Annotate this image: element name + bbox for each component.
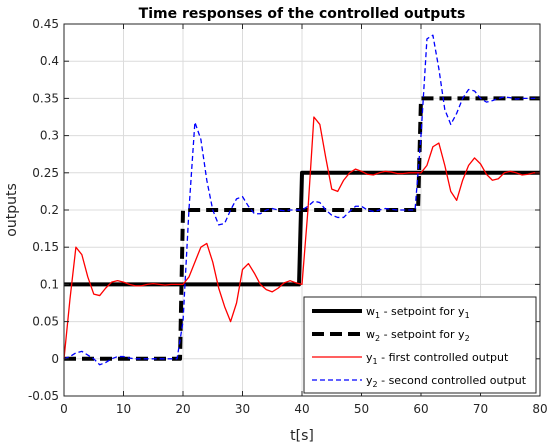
legend-label-2: w2 - setpoint for y2 — [366, 328, 470, 343]
y-tick-label: 0.1 — [40, 277, 59, 291]
x-tick-label: 50 — [354, 402, 369, 416]
legend-text-part: y — [366, 351, 373, 364]
y-axis-label: outputs — [4, 183, 20, 236]
legend-subscript: 1 — [465, 311, 470, 320]
x-tick-label: 60 — [413, 402, 428, 416]
x-tick-label: 80 — [532, 402, 547, 416]
legend-text-part: - first controlled output — [378, 351, 509, 364]
legend-text-part: - second controlled output — [378, 374, 527, 387]
legend-text-part: y — [366, 374, 373, 387]
legend-label-1: w1 - setpoint for y1 — [366, 305, 470, 320]
y-tick-label: 0.3 — [40, 129, 59, 143]
y-tick-label: 0.15 — [32, 240, 59, 254]
series-line-4 — [63, 34, 540, 366]
legend-subscript: 1 — [373, 357, 378, 366]
legend-text-part: w — [366, 305, 375, 318]
x-axis-label: t[s] — [290, 428, 314, 444]
x-tick-label: 40 — [294, 402, 309, 416]
legend-label-4: y2 - second controlled output — [366, 374, 527, 389]
y-tick-label: 0 — [51, 352, 59, 366]
legend-label-3: y1 - first controlled output — [366, 351, 509, 366]
x-tick-label: 10 — [116, 402, 131, 416]
x-tick-label: 70 — [473, 402, 488, 416]
y-tick-label: 0.2 — [40, 203, 59, 217]
y-tick-label: 0.45 — [32, 17, 59, 31]
chart-title: Time responses of the controlled outputs — [139, 6, 466, 22]
axis-ticks: 0 10 20 30 40 50 60 70 80-0.0500.050.10.150.20.2… — [28, 17, 548, 416]
legend-subscript: 2 — [465, 334, 470, 343]
legend-subscript: 2 — [375, 334, 380, 343]
y-tick-label: 0.25 — [32, 166, 59, 180]
y-tick-label: 0.05 — [32, 315, 59, 329]
series-group — [63, 34, 540, 366]
x-tick-label: 30 — [235, 402, 250, 416]
y-tick-label: 0.35 — [32, 91, 59, 105]
legend-subscript: 2 — [373, 380, 378, 389]
legend-text-part: - setpoint for y — [380, 305, 465, 318]
legend-text-part: w — [366, 328, 375, 341]
legend-subscript: 1 — [375, 311, 380, 320]
legend-text-part: - setpoint for y — [380, 328, 465, 341]
y-tick-label: -0.05 — [28, 389, 59, 403]
x-tick-label: 0 — [60, 402, 68, 416]
series-line-3 — [63, 116, 540, 359]
y-tick-label: 0.4 — [40, 54, 59, 68]
x-tick-label: 20 — [175, 402, 190, 416]
